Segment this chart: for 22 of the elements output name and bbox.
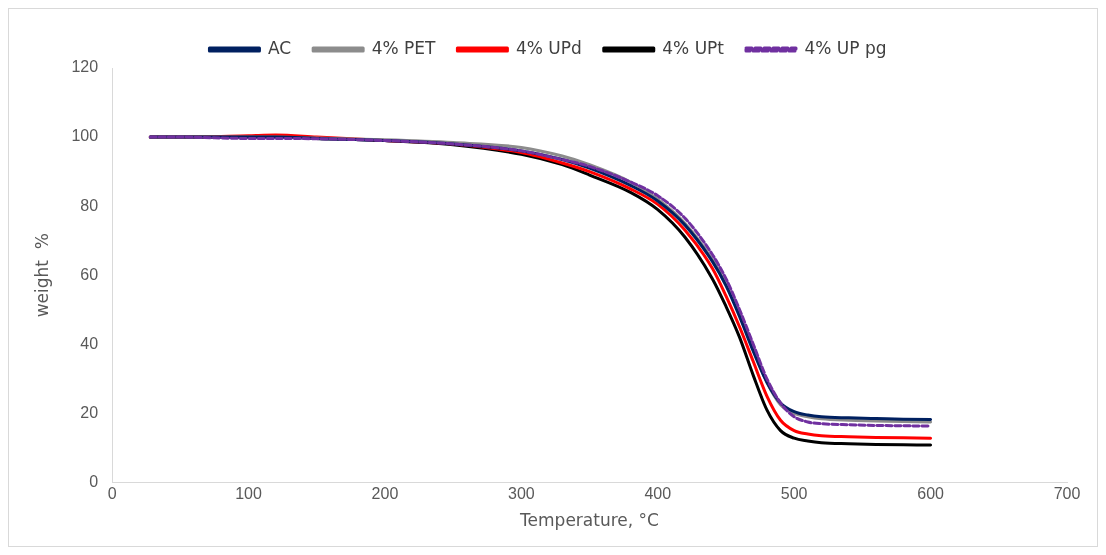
y-tick-label: 60 (80, 265, 99, 283)
y-tick-label: 100 (71, 127, 99, 145)
y-tick-label: 40 (80, 334, 99, 352)
y-tick-label: 80 (80, 196, 99, 214)
legend-label: 4% UPd (515, 37, 582, 58)
legend-label: 4% UPt (662, 37, 725, 58)
y-tick-label: 20 (80, 403, 99, 421)
x-tick-label: 200 (371, 485, 399, 503)
x-tick-label: 400 (644, 485, 672, 503)
x-tick-label: 700 (1053, 485, 1081, 503)
x-axis-title: Temperature, °C (519, 510, 659, 531)
x-tick-label: 300 (507, 485, 535, 503)
x-tick-label: 100 (235, 485, 262, 503)
y-tick-label: 0 (89, 472, 99, 490)
x-tick-label: 500 (780, 485, 808, 503)
legend-label: AC (267, 37, 292, 58)
x-tick-label: 0 (107, 485, 117, 503)
y-tick-label: 120 (71, 58, 99, 76)
legend-label: 4% UP pg (804, 37, 887, 58)
y-axis-title: weight % (31, 233, 52, 318)
x-tick-label: 600 (917, 485, 945, 503)
legend-label: 4% PET (371, 37, 437, 58)
